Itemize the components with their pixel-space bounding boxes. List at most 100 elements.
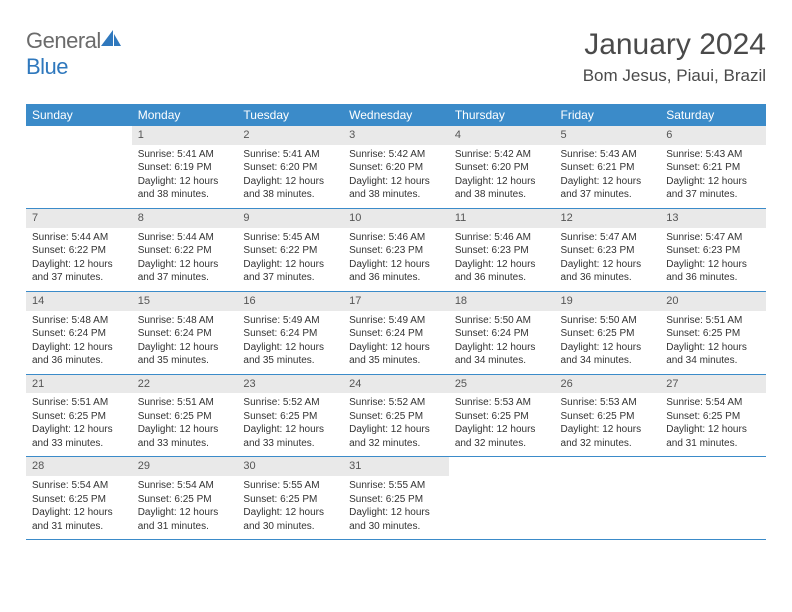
day-number: 25 <box>449 375 555 394</box>
sunset-line: Sunset: 6:21 PM <box>561 161 655 175</box>
day-cell: 8Sunrise: 5:44 AMSunset: 6:22 PMDaylight… <box>132 208 238 291</box>
sunrise-line: Sunrise: 5:41 AM <box>138 148 232 162</box>
sunrise-line: Sunrise: 5:41 AM <box>243 148 337 162</box>
daylight-line: Daylight: 12 hours and 32 minutes. <box>349 423 443 450</box>
day-cell: 23Sunrise: 5:52 AMSunset: 6:25 PMDayligh… <box>237 374 343 457</box>
day-cell: 21Sunrise: 5:51 AMSunset: 6:25 PMDayligh… <box>26 374 132 457</box>
day-cell: 22Sunrise: 5:51 AMSunset: 6:25 PMDayligh… <box>132 374 238 457</box>
daylight-line: Daylight: 12 hours and 34 minutes. <box>561 341 655 368</box>
day-cell: .. <box>26 126 132 208</box>
day-cell: 12Sunrise: 5:47 AMSunset: 6:23 PMDayligh… <box>555 208 661 291</box>
day-number: 1 <box>132 126 238 145</box>
sunrise-line: Sunrise: 5:53 AM <box>561 396 655 410</box>
daylight-line: Daylight: 12 hours and 30 minutes. <box>349 506 443 533</box>
daylight-line: Daylight: 12 hours and 34 minutes. <box>666 341 760 368</box>
day-number: 21 <box>26 375 132 394</box>
weekday-row: SundayMondayTuesdayWednesdayThursdayFrid… <box>26 104 766 126</box>
day-cell: 13Sunrise: 5:47 AMSunset: 6:23 PMDayligh… <box>660 208 766 291</box>
sunset-line: Sunset: 6:25 PM <box>243 493 337 507</box>
day-details: Sunrise: 5:42 AMSunset: 6:20 PMDaylight:… <box>343 145 449 208</box>
day-details: Sunrise: 5:54 AMSunset: 6:25 PMDaylight:… <box>660 393 766 456</box>
day-details: Sunrise: 5:53 AMSunset: 6:25 PMDaylight:… <box>555 393 661 456</box>
sunrise-line: Sunrise: 5:53 AM <box>455 396 549 410</box>
sunset-line: Sunset: 6:20 PM <box>349 161 443 175</box>
sunrise-line: Sunrise: 5:48 AM <box>138 314 232 328</box>
sunrise-line: Sunrise: 5:48 AM <box>32 314 126 328</box>
day-details: Sunrise: 5:54 AMSunset: 6:25 PMDaylight:… <box>132 476 238 539</box>
sunset-line: Sunset: 6:25 PM <box>666 410 760 424</box>
sunrise-line: Sunrise: 5:42 AM <box>349 148 443 162</box>
sunrise-line: Sunrise: 5:49 AM <box>243 314 337 328</box>
daylight-line: Daylight: 12 hours and 33 minutes. <box>138 423 232 450</box>
day-cell: 14Sunrise: 5:48 AMSunset: 6:24 PMDayligh… <box>26 291 132 374</box>
sunrise-line: Sunrise: 5:54 AM <box>138 479 232 493</box>
daylight-line: Daylight: 12 hours and 32 minutes. <box>561 423 655 450</box>
day-details: Sunrise: 5:41 AMSunset: 6:19 PMDaylight:… <box>132 145 238 208</box>
day-number: 18 <box>449 292 555 311</box>
day-details: Sunrise: 5:47 AMSunset: 6:23 PMDaylight:… <box>555 228 661 291</box>
day-details: Sunrise: 5:48 AMSunset: 6:24 PMDaylight:… <box>26 311 132 374</box>
day-details: Sunrise: 5:53 AMSunset: 6:25 PMDaylight:… <box>449 393 555 456</box>
sunrise-line: Sunrise: 5:44 AM <box>138 231 232 245</box>
sunset-line: Sunset: 6:24 PM <box>243 327 337 341</box>
daylight-line: Daylight: 12 hours and 38 minutes. <box>243 175 337 202</box>
calendar-head: SundayMondayTuesdayWednesdayThursdayFrid… <box>26 104 766 126</box>
day-cell: 2Sunrise: 5:41 AMSunset: 6:20 PMDaylight… <box>237 126 343 208</box>
sunrise-line: Sunrise: 5:44 AM <box>32 231 126 245</box>
day-cell: 27Sunrise: 5:54 AMSunset: 6:25 PMDayligh… <box>660 374 766 457</box>
daylight-line: Daylight: 12 hours and 36 minutes. <box>349 258 443 285</box>
sunset-line: Sunset: 6:22 PM <box>243 244 337 258</box>
day-cell: 17Sunrise: 5:49 AMSunset: 6:24 PMDayligh… <box>343 291 449 374</box>
daylight-line: Daylight: 12 hours and 38 minutes. <box>138 175 232 202</box>
sunrise-line: Sunrise: 5:46 AM <box>349 231 443 245</box>
sunrise-line: Sunrise: 5:45 AM <box>243 231 337 245</box>
day-details: Sunrise: 5:51 AMSunset: 6:25 PMDaylight:… <box>26 393 132 456</box>
day-details: Sunrise: 5:46 AMSunset: 6:23 PMDaylight:… <box>449 228 555 291</box>
day-cell: 18Sunrise: 5:50 AMSunset: 6:24 PMDayligh… <box>449 291 555 374</box>
day-number: 14 <box>26 292 132 311</box>
day-cell: 9Sunrise: 5:45 AMSunset: 6:22 PMDaylight… <box>237 208 343 291</box>
weekday-friday: Friday <box>555 104 661 126</box>
day-number: 19 <box>555 292 661 311</box>
day-number: 23 <box>237 375 343 394</box>
daylight-line: Daylight: 12 hours and 30 minutes. <box>243 506 337 533</box>
sunset-line: Sunset: 6:23 PM <box>561 244 655 258</box>
sunset-line: Sunset: 6:20 PM <box>455 161 549 175</box>
sunrise-line: Sunrise: 5:50 AM <box>455 314 549 328</box>
day-cell: 19Sunrise: 5:50 AMSunset: 6:25 PMDayligh… <box>555 291 661 374</box>
sunrise-line: Sunrise: 5:42 AM <box>455 148 549 162</box>
daylight-line: Daylight: 12 hours and 38 minutes. <box>455 175 549 202</box>
sunrise-line: Sunrise: 5:47 AM <box>561 231 655 245</box>
location: Bom Jesus, Piaui, Brazil <box>583 66 766 86</box>
day-number: 7 <box>26 209 132 228</box>
day-details: Sunrise: 5:55 AMSunset: 6:25 PMDaylight:… <box>237 476 343 539</box>
day-details: Sunrise: 5:43 AMSunset: 6:21 PMDaylight:… <box>555 145 661 208</box>
daylight-line: Daylight: 12 hours and 37 minutes. <box>243 258 337 285</box>
day-number: 31 <box>343 457 449 476</box>
sunrise-line: Sunrise: 5:51 AM <box>666 314 760 328</box>
day-details: Sunrise: 5:50 AMSunset: 6:24 PMDaylight:… <box>449 311 555 374</box>
sunrise-line: Sunrise: 5:51 AM <box>138 396 232 410</box>
logo: General Blue <box>26 28 123 80</box>
daylight-line: Daylight: 12 hours and 35 minutes. <box>349 341 443 368</box>
day-cell: 26Sunrise: 5:53 AMSunset: 6:25 PMDayligh… <box>555 374 661 457</box>
day-cell: 16Sunrise: 5:49 AMSunset: 6:24 PMDayligh… <box>237 291 343 374</box>
sunrise-line: Sunrise: 5:49 AM <box>349 314 443 328</box>
day-number: 26 <box>555 375 661 394</box>
weekday-thursday: Thursday <box>449 104 555 126</box>
daylight-line: Daylight: 12 hours and 32 minutes. <box>455 423 549 450</box>
sunset-line: Sunset: 6:25 PM <box>561 327 655 341</box>
weekday-sunday: Sunday <box>26 104 132 126</box>
day-details: Sunrise: 5:50 AMSunset: 6:25 PMDaylight:… <box>555 311 661 374</box>
day-number: 12 <box>555 209 661 228</box>
sunrise-line: Sunrise: 5:54 AM <box>666 396 760 410</box>
daylight-line: Daylight: 12 hours and 37 minutes. <box>32 258 126 285</box>
daylight-line: Daylight: 12 hours and 35 minutes. <box>138 341 232 368</box>
day-details: Sunrise: 5:43 AMSunset: 6:21 PMDaylight:… <box>660 145 766 208</box>
sunset-line: Sunset: 6:25 PM <box>32 493 126 507</box>
sunset-line: Sunset: 6:23 PM <box>349 244 443 258</box>
sunset-line: Sunset: 6:24 PM <box>349 327 443 341</box>
sunrise-line: Sunrise: 5:51 AM <box>32 396 126 410</box>
week-row: 28Sunrise: 5:54 AMSunset: 6:25 PMDayligh… <box>26 457 766 540</box>
day-details: Sunrise: 5:49 AMSunset: 6:24 PMDaylight:… <box>343 311 449 374</box>
